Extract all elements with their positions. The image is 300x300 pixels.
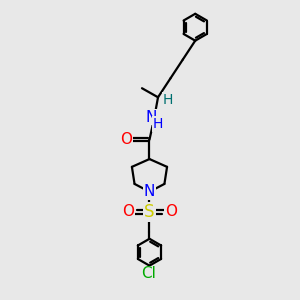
Text: O: O	[122, 204, 134, 219]
Text: O: O	[165, 204, 177, 219]
Text: S: S	[144, 203, 155, 221]
Text: H: H	[163, 93, 173, 107]
Text: N: N	[145, 110, 157, 125]
Text: Cl: Cl	[141, 266, 156, 281]
Text: O: O	[120, 132, 132, 147]
Text: H: H	[153, 117, 163, 131]
Text: N: N	[144, 184, 155, 199]
